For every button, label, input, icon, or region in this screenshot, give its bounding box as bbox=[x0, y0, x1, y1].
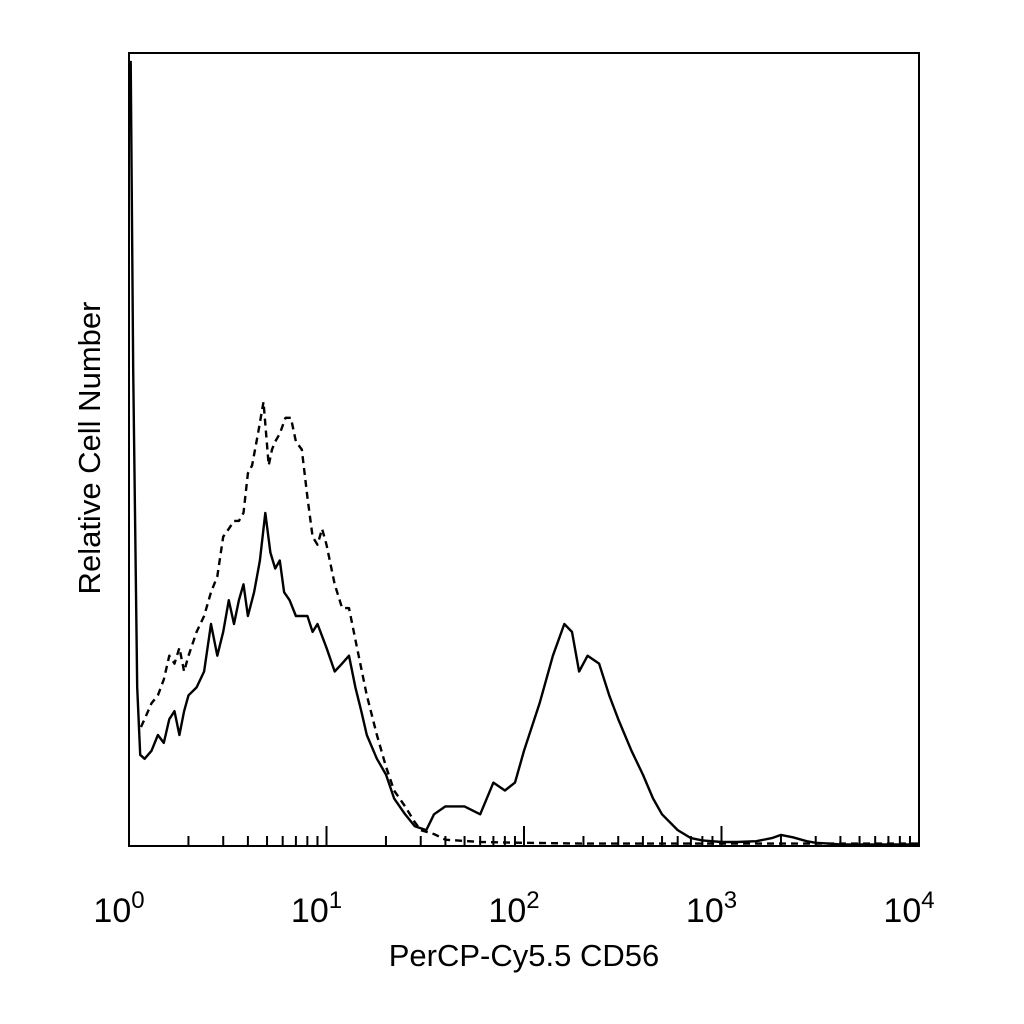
x-axis-ticks bbox=[128, 826, 920, 846]
x-axis-title: PerCP-Cy5.5 CD56 bbox=[389, 938, 659, 973]
series-line-dashed bbox=[139, 400, 919, 845]
series-line-solid bbox=[129, 60, 919, 846]
x-tick-label-1: 101 bbox=[291, 887, 342, 930]
x-tick-label-3: 103 bbox=[686, 887, 737, 930]
series-layer bbox=[129, 60, 919, 846]
x-tick-label-4: 104 bbox=[883, 887, 934, 930]
x-tick-label-0: 100 bbox=[93, 887, 144, 930]
plot-frame bbox=[128, 52, 920, 847]
x-axis-tick-labels: 100 101 102 103 104 bbox=[93, 887, 934, 930]
y-axis-title: Relative Cell Number bbox=[72, 302, 107, 595]
x-tick-label-2: 102 bbox=[488, 887, 539, 930]
